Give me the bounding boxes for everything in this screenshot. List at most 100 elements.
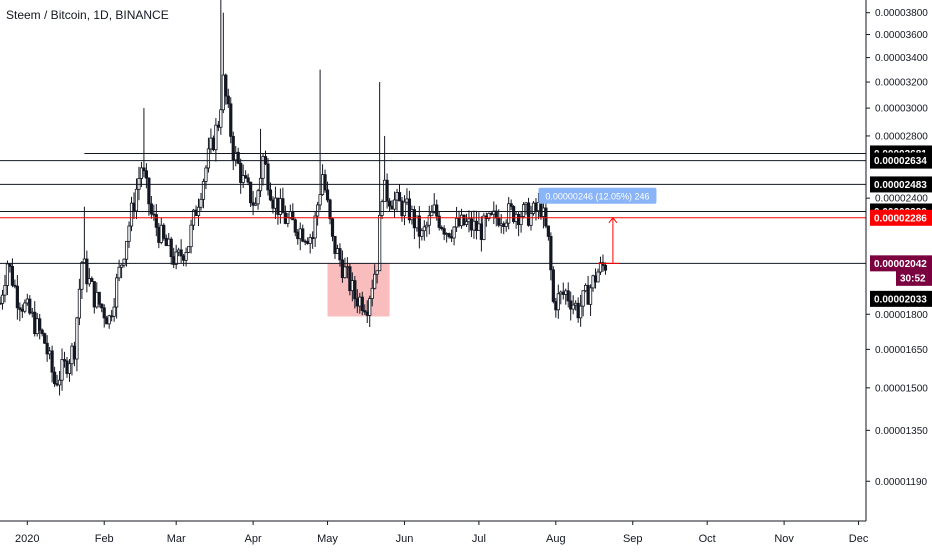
candle-body [353,280,357,300]
candle-body [472,220,476,231]
candle-body [50,350,54,373]
candle-body [261,156,265,179]
candle [90,276,94,282]
candle-body [224,74,228,97]
candle [561,282,565,300]
candle [298,222,302,251]
candle-body [15,285,19,309]
candle-body [85,258,89,285]
candle-body [420,230,424,237]
candle-body [87,278,91,285]
candle-body [271,199,275,209]
candle-body [306,240,310,244]
candle-body [569,300,573,310]
candle-body [397,192,402,202]
candle [132,192,136,219]
candle-body [422,226,426,232]
candle [157,222,161,249]
candle-body [80,262,84,290]
candle [100,303,104,313]
candle-body [536,202,541,212]
candle [313,211,317,247]
candles [0,0,608,396]
candle-body [33,311,37,335]
candle [231,131,235,170]
candle-body [127,225,131,242]
candle-body [504,222,508,227]
candle-body [162,224,166,239]
candle [296,229,300,245]
candle [462,214,466,227]
candle-body [236,151,240,164]
price-axis-label: 0.00003600 [875,30,928,41]
candle-body [447,233,451,238]
candle [3,274,7,303]
candle-body [244,175,248,179]
candle [191,208,196,231]
candle-body [601,262,605,266]
candle-body [124,240,129,260]
candle-body [201,181,206,200]
candle-body [512,206,516,222]
candle [35,313,39,337]
candle-body [206,148,211,169]
candle-body [273,197,278,209]
candle-body [110,315,114,318]
candle [320,164,325,196]
candle [281,187,285,214]
candle [199,192,203,211]
candle-body [35,318,39,335]
candle-body [450,236,454,239]
candle [60,348,64,391]
candle [253,197,258,206]
candle-body [316,204,320,217]
candle [479,216,483,252]
candle [102,304,106,328]
candle [8,263,12,273]
candle [246,173,250,186]
candle-body [539,202,543,217]
candle [579,294,583,327]
candle-body [551,269,555,302]
candle-body [348,266,352,292]
candle [440,225,444,231]
candle [551,266,555,304]
candle [422,220,426,241]
candle-body [291,211,295,221]
candle-body [318,194,322,206]
candle-body [70,345,74,365]
last-price-badge [870,290,932,307]
candle-body [293,219,297,233]
candle-body [107,315,111,325]
candle [549,232,553,281]
candle-body [430,211,434,217]
candle [482,212,486,241]
candle-body [579,305,583,319]
time-axis-label: Feb [95,533,114,545]
candle-body [43,333,47,344]
candle [283,205,287,225]
candle [353,275,357,309]
candle [452,226,456,246]
time-axis-label: Mar [167,533,186,545]
candle [62,351,67,368]
candle [368,295,372,328]
candle-body [566,290,570,302]
candle-body [100,303,104,309]
candle-body [554,301,558,311]
candle [571,295,575,315]
candle-body [395,192,399,201]
candle-body [268,189,273,201]
price-badge-label: 0.00002483 [874,180,927,191]
price-badge [870,255,932,272]
price-axis-label: 0.00002800 [875,131,928,142]
candle-body [400,200,404,217]
candle-body [494,210,498,219]
candle [25,293,29,306]
price-axis-label: 0.00001500 [875,383,928,394]
candle [263,150,268,166]
candle [258,128,263,198]
candle-body [0,294,5,304]
